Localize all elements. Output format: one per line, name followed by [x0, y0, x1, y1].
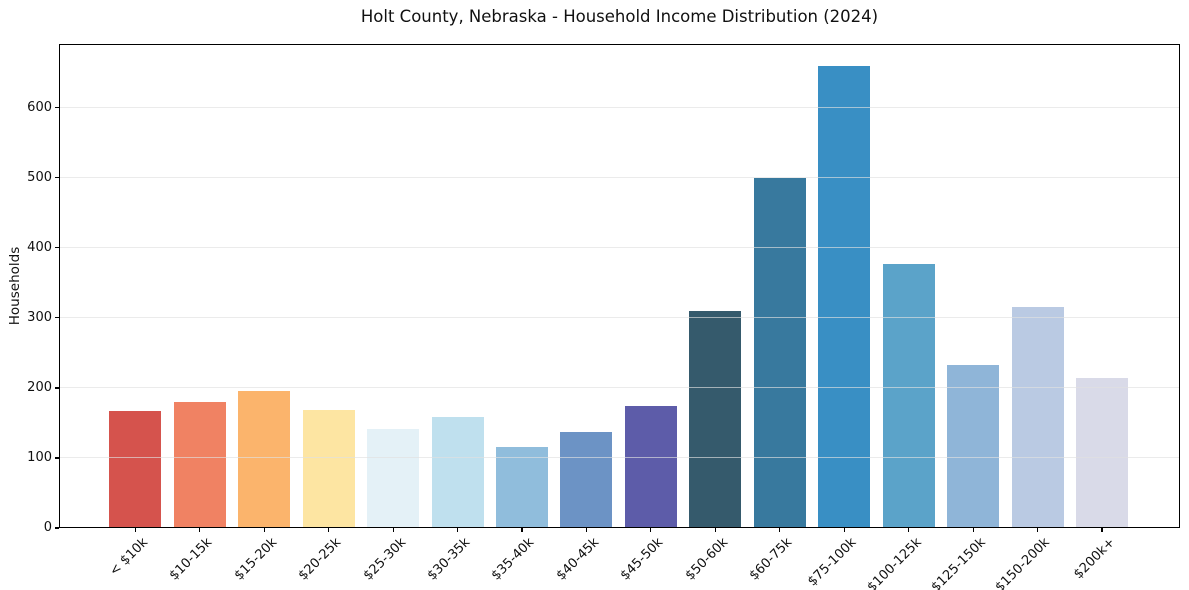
x-tick-mark: [650, 528, 652, 532]
plot-area: [59, 44, 1180, 528]
x-tick-mark: [521, 528, 523, 532]
gridline-400: [59, 246, 1180, 248]
y-tick-mark: [54, 317, 59, 319]
gridline-500: [59, 176, 1180, 178]
x-tick-label-$25-30k: $25-30k: [360, 535, 409, 584]
y-tick-mark: [54, 107, 59, 109]
bar-$75-100k: [818, 65, 871, 528]
x-tick-label-$60-75k: $60-75k: [746, 535, 796, 584]
bar-$30-35k: [431, 416, 484, 528]
x-tick-label-$30-35k: $30-35k: [424, 535, 474, 584]
x-tick-mark: [1101, 528, 1103, 532]
x-tick-label-$200k+: $200k+: [1070, 535, 1118, 583]
y-tick-label-500: 500: [27, 169, 52, 185]
bar-$60-75k: [753, 177, 806, 528]
x-tick-label-$125-150k: $125-150k: [928, 535, 989, 590]
bar-$100-125k: [882, 263, 935, 528]
x-tick-mark: [199, 528, 201, 532]
gridline-200: [59, 386, 1180, 388]
y-tick-mark: [54, 457, 59, 459]
x-tick-mark: [392, 528, 394, 532]
x-tick-mark: [134, 528, 136, 532]
gridline-600: [59, 106, 1180, 108]
bar-$25-30k: [367, 429, 420, 528]
bar-$35-40k: [496, 446, 548, 528]
y-tick-mark: [54, 527, 59, 529]
x-tick-mark: [585, 528, 588, 532]
x-tick-label-< $10k: < $10k: [106, 535, 151, 580]
gridline-300: [59, 316, 1180, 318]
x-tick-mark: [328, 528, 330, 532]
bar-$20-25k: [302, 409, 355, 528]
x-tick-mark: [1037, 528, 1039, 532]
y-tick-mark: [54, 387, 59, 389]
bar-$200k+: [1076, 378, 1129, 528]
bar-$45-50k: [624, 406, 677, 528]
y-tick-label-200: 200: [27, 379, 52, 395]
bar-$40-45k: [560, 432, 613, 528]
x-tick-label-$75-100k: $75-100k: [805, 535, 860, 590]
gridline-100: [59, 456, 1180, 458]
x-tick-mark: [714, 528, 716, 532]
bar-$50-60k: [689, 310, 742, 528]
bar-$150-200k: [1011, 306, 1064, 528]
x-tick-label-$15-20k: $15-20k: [231, 535, 280, 584]
y-tick-label-600: 600: [27, 99, 52, 115]
x-tick-label-$10-15k: $10-15k: [166, 535, 216, 584]
x-tick-mark: [908, 528, 910, 532]
y-tick-mark: [54, 177, 59, 179]
bar-$15-20k: [238, 391, 291, 528]
x-tick-label-$40-45k: $40-45k: [553, 535, 603, 584]
x-tick-label-$20-25k: $20-25k: [295, 535, 345, 584]
x-tick-label-$150-200k: $150-200k: [993, 535, 1054, 590]
x-tick-mark: [779, 528, 781, 532]
x-tick-label-$35-40k: $35-40k: [489, 535, 538, 584]
y-tick-mark: [54, 247, 59, 249]
y-tick-label-400: 400: [27, 239, 52, 255]
x-tick-mark: [972, 528, 974, 532]
bar-$10-15k: [173, 401, 226, 528]
x-tick-label-$100-125k: $100-125k: [864, 535, 925, 590]
y-tick-label-300: 300: [27, 309, 52, 325]
x-tick-mark: [456, 528, 459, 532]
x-tick-label-$50-60k: $50-60k: [682, 535, 731, 584]
chart-title: Holt County, Nebraska - Household Income…: [360, 7, 879, 26]
x-tick-label-$45-50k: $45-50k: [618, 535, 667, 584]
bar-< $10k: [109, 411, 162, 528]
y-tick-label-0: 0: [43, 520, 52, 535]
x-tick-mark: [843, 528, 845, 532]
bar-$125-150k: [947, 364, 1000, 528]
x-tick-mark: [263, 528, 265, 532]
y-tick-label-100: 100: [27, 449, 52, 465]
